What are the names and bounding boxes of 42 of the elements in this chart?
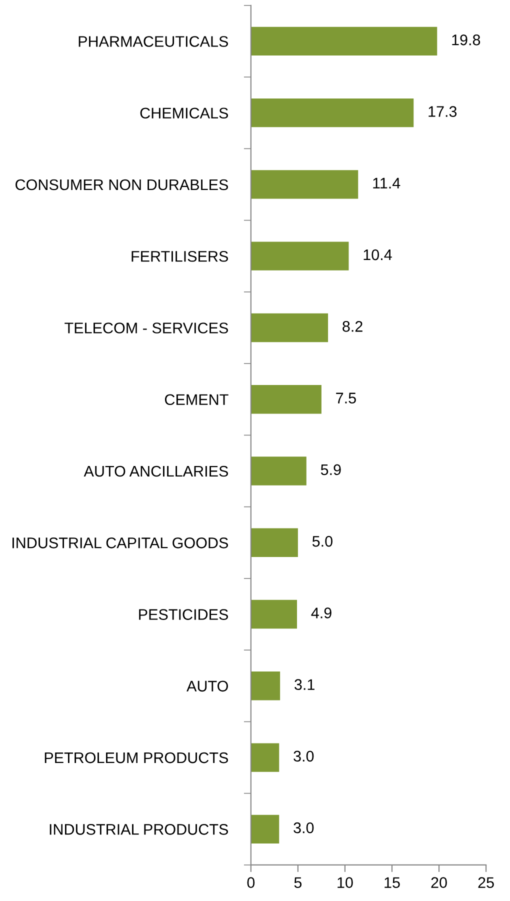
bar	[250, 170, 358, 199]
data-label: 5.0	[312, 536, 332, 547]
data-label: 4.9	[311, 608, 332, 618]
data-label: 19.8	[452, 34, 480, 46]
x-tick-label: 15	[384, 877, 400, 888]
x-tick-label: 20	[431, 877, 447, 888]
bar	[250, 600, 297, 629]
y-tick-label: TELECOM - SERVICES	[64, 322, 228, 334]
x-tick-label: 10	[338, 877, 353, 888]
bar	[250, 98, 414, 128]
bar	[250, 313, 328, 342]
y-tick-label: CONSUMER NON DURABLES	[16, 179, 228, 190]
x-tick-label: 0	[247, 877, 255, 888]
data-label: 3.1	[294, 679, 314, 690]
data-label: 7.5	[336, 392, 356, 404]
data-label: 17.3	[428, 106, 457, 117]
bar	[250, 672, 280, 700]
bar	[250, 26, 438, 56]
bar	[250, 528, 298, 557]
y-tick-label: PHARMACEUTICALS	[78, 36, 228, 47]
y-tick-label: AUTO ANCILLARIES	[84, 466, 228, 477]
data-label: 11.4	[373, 178, 400, 188]
bar	[250, 743, 280, 772]
y-tick-label: FERTILISERS	[132, 250, 228, 262]
x-tick-label: 5	[294, 877, 302, 888]
x-tick-label: 25	[478, 877, 494, 888]
data-label: 10.4	[364, 249, 392, 260]
y-tick-label: AUTO	[186, 680, 228, 692]
data-label: 3.0	[294, 750, 314, 762]
data-label: 5.9	[320, 464, 341, 476]
bar	[250, 385, 322, 414]
data-label: 8.2	[342, 321, 362, 332]
y-tick-label: PESTICIDES	[139, 609, 228, 620]
bar	[250, 814, 280, 844]
bar	[250, 242, 349, 270]
data-label: 3.0	[294, 822, 314, 834]
bar	[250, 456, 306, 486]
y-tick-label: PETROLEUM PRODUCTS	[44, 752, 228, 764]
y-tick-label: CEMENT	[164, 394, 228, 406]
y-tick-label: INDUSTRIAL CAPITAL GOODS	[12, 537, 228, 548]
y-tick-label: INDUSTRIAL PRODUCTS	[50, 824, 228, 835]
y-tick-label: CHEMICALS	[140, 108, 228, 119]
